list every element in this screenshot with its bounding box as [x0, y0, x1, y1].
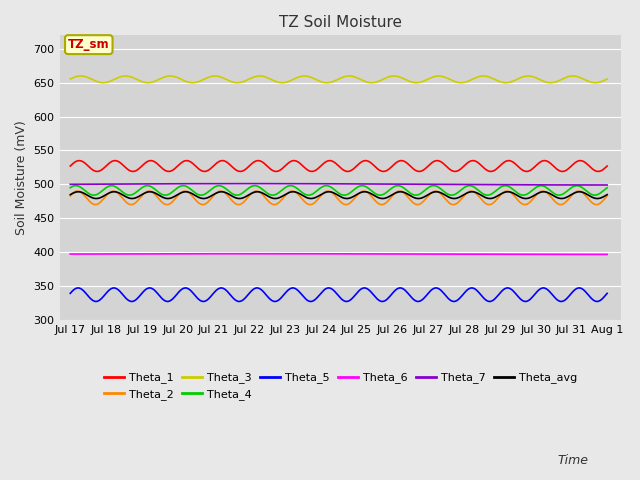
Theta_2: [449, 202, 457, 207]
Theta_4: [604, 185, 611, 191]
Theta_5: [307, 299, 314, 304]
Theta_4: [405, 190, 413, 195]
Theta_6: [131, 251, 139, 257]
Line: Theta_1: Theta_1: [70, 161, 607, 171]
Theta_1: [215, 159, 223, 165]
Theta_7: [67, 181, 74, 187]
Theta_4: [287, 183, 294, 189]
Theta_avg: [404, 192, 412, 197]
Theta_7: [404, 181, 412, 187]
Theta_1: [132, 168, 140, 174]
Y-axis label: Soil Moisture (mV): Soil Moisture (mV): [15, 120, 28, 235]
Theta_avg: [420, 194, 428, 200]
Theta_avg: [67, 192, 74, 198]
Theta_7: [420, 181, 428, 187]
Line: Theta_7: Theta_7: [70, 184, 607, 185]
Theta_6: [246, 251, 253, 257]
Theta_3: [188, 80, 195, 85]
Theta_1: [420, 167, 428, 172]
Theta_5: [604, 290, 611, 296]
Theta_avg: [522, 196, 529, 202]
Line: Theta_4: Theta_4: [70, 186, 607, 195]
Theta_6: [76, 251, 84, 257]
Legend: Theta_1, Theta_2, Theta_3, Theta_4, Theta_5, Theta_6, Theta_7, Theta_avg: Theta_1, Theta_2, Theta_3, Theta_4, Thet…: [100, 368, 581, 404]
Theta_5: [214, 286, 222, 292]
Theta_4: [421, 187, 429, 193]
Theta_avg: [131, 195, 139, 201]
Title: TZ Soil Moisture: TZ Soil Moisture: [279, 15, 402, 30]
Theta_6: [214, 251, 222, 257]
Theta_2: [214, 189, 222, 194]
Theta_5: [405, 292, 413, 298]
Theta_2: [186, 191, 193, 196]
Theta_avg: [540, 189, 547, 195]
Theta_5: [186, 287, 193, 293]
Theta_6: [604, 252, 611, 257]
Line: Theta_2: Theta_2: [70, 191, 607, 204]
Theta_5: [131, 298, 139, 303]
Theta_1: [187, 159, 195, 165]
Theta_2: [131, 200, 139, 206]
Text: Time: Time: [558, 454, 589, 467]
Text: TZ_sm: TZ_sm: [68, 38, 109, 51]
Theta_4: [131, 190, 139, 196]
Theta_3: [99, 80, 107, 85]
Theta_avg: [604, 192, 611, 198]
Theta_4: [186, 186, 193, 192]
Theta_3: [76, 73, 84, 79]
Theta_avg: [186, 190, 193, 195]
Theta_4: [305, 192, 312, 198]
Theta_1: [595, 168, 602, 174]
Theta_2: [404, 194, 412, 200]
Theta_1: [77, 158, 84, 164]
Theta_3: [405, 78, 413, 84]
Theta_5: [421, 294, 429, 300]
Theta_2: [76, 189, 84, 194]
Theta_7: [76, 181, 84, 187]
Line: Theta_5: Theta_5: [70, 288, 607, 301]
Theta_1: [604, 163, 611, 169]
Theta_2: [431, 188, 439, 194]
Theta_4: [214, 183, 222, 189]
Theta_3: [133, 76, 141, 82]
Theta_2: [420, 198, 428, 204]
Theta_7: [186, 181, 193, 187]
Line: Theta_avg: Theta_avg: [70, 192, 607, 199]
Theta_6: [404, 251, 412, 257]
Theta_2: [67, 193, 74, 199]
Theta_1: [67, 163, 74, 169]
Theta_5: [324, 285, 332, 291]
Theta_avg: [214, 190, 222, 195]
Theta_4: [76, 184, 84, 190]
Theta_5: [67, 290, 74, 296]
Theta_7: [246, 181, 253, 187]
Theta_6: [420, 251, 428, 257]
Theta_7: [214, 181, 222, 187]
Theta_7: [604, 182, 611, 188]
Line: Theta_3: Theta_3: [70, 76, 607, 83]
Theta_6: [67, 251, 74, 257]
Theta_2: [604, 193, 611, 199]
Theta_7: [131, 181, 139, 187]
Theta_5: [76, 286, 84, 291]
Theta_1: [404, 161, 412, 167]
Theta_3: [67, 76, 74, 82]
Theta_3: [421, 78, 429, 84]
Theta_3: [77, 73, 84, 79]
Theta_avg: [76, 189, 84, 195]
Theta_3: [604, 76, 611, 82]
Theta_6: [186, 251, 193, 257]
Theta_4: [67, 185, 74, 191]
Theta_1: [76, 158, 83, 164]
Theta_3: [216, 74, 223, 80]
